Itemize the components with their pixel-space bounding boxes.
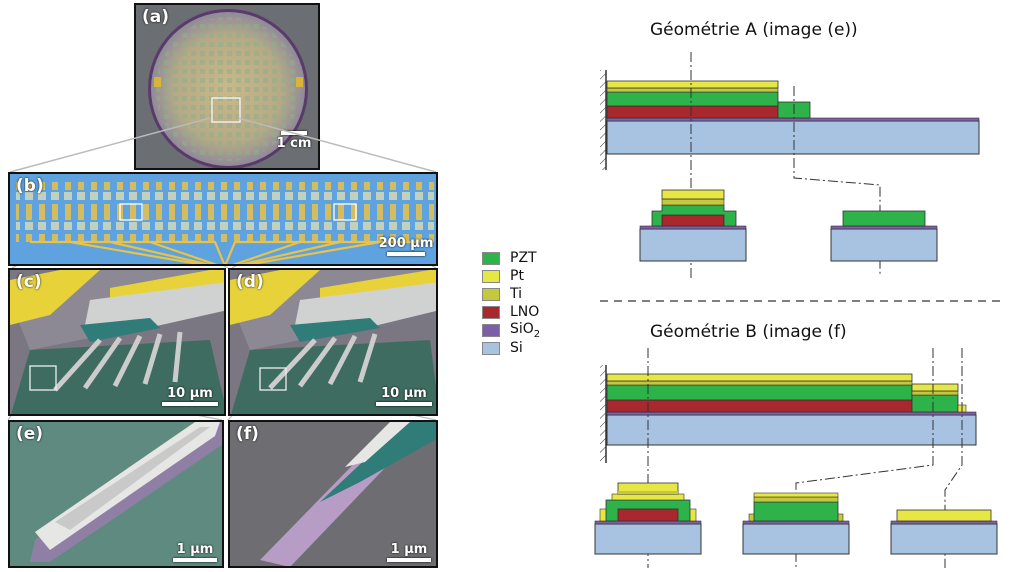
legend-label-lno: LNO	[510, 304, 540, 320]
geometry-b-pt-step	[911, 383, 959, 392]
panel-e-sem: (e) 1 μm	[8, 420, 224, 568]
geometry-b-lno	[606, 399, 913, 413]
legend-label-sio2-base: SiO	[510, 320, 534, 337]
geometry-a-pzt	[606, 91, 779, 107]
panel-b-label: (b)	[16, 176, 44, 196]
legend-item-pt: Pt	[482, 268, 524, 284]
geometry-b-pzt-step	[911, 394, 959, 413]
panel-f-sem: (f) 1 μm	[228, 420, 438, 568]
legend-label-ti: Ti	[510, 286, 523, 302]
legend-item-lno: LNO	[482, 304, 539, 320]
geometry-a-lno	[606, 105, 779, 119]
geometry-a-section-2	[830, 210, 938, 262]
geometry-b-pt	[606, 373, 913, 382]
legend-swatch-pt	[482, 269, 500, 283]
geometry-a-title: Géométrie A (image (e))	[650, 20, 858, 40]
geometry-b-wall	[600, 365, 606, 463]
panel-c-image	[10, 270, 224, 414]
legend-label-pt: Pt	[510, 268, 524, 284]
panel-c-sem: (c) 10 μm	[8, 268, 226, 416]
panel-a-wafer-photo: (a) 1 cm	[134, 3, 320, 170]
geometry-b-ti	[606, 380, 913, 386]
panel-d-sem: (d) 10 μm	[228, 268, 438, 416]
geometry-a-section-1	[639, 189, 747, 262]
geometry-a-si	[606, 120, 980, 155]
legend-item-pzt: PZT	[482, 250, 537, 266]
panel-e-label: (e)	[16, 424, 44, 444]
panel-b-array-photo: (b) 200 μm	[8, 172, 438, 266]
legend-label-pzt: PZT	[510, 250, 537, 266]
geometry-b-section-1	[594, 482, 702, 555]
geometry-b-ti-step	[911, 390, 959, 396]
panel-e-scale-bar: 1 μm	[170, 542, 220, 563]
geometry-b-section-2	[742, 492, 850, 555]
geometry-b-section-3	[890, 509, 998, 555]
panel-b-scale-bar: 200 μm	[378, 236, 434, 257]
geometry-b-side-view	[600, 348, 977, 568]
legend-label-sio2: SiO2	[510, 321, 540, 340]
legend-swatch-pzt	[482, 251, 500, 265]
panel-b-scale-text: 200 μm	[378, 236, 434, 251]
geometry-a-wall	[600, 70, 606, 170]
panel-e-image	[30, 422, 222, 562]
geometry-a-side-view	[600, 52, 980, 280]
geometry-a-sio2	[606, 117, 980, 122]
legend-label-sio2-sub: 2	[533, 328, 541, 340]
panel-d-scale-text: 10 μm	[381, 386, 427, 401]
panel-a-scale-text: 1 cm	[276, 136, 312, 151]
legend-item-sio2: SiO2	[482, 321, 540, 340]
legend-swatch-lno	[482, 305, 500, 319]
geometry-b-si	[606, 414, 977, 446]
geometry-a-pt	[606, 80, 779, 89]
legend-swatch-si	[482, 341, 500, 355]
panel-f-scale-text: 1 μm	[390, 542, 428, 557]
legend-item-ti: Ti	[482, 286, 522, 302]
panel-d-label: (d)	[236, 272, 264, 292]
geometry-b-pzt	[606, 384, 913, 401]
panel-a-label: (a)	[142, 7, 170, 27]
panel-d-scale-bar: 10 μm	[374, 386, 434, 407]
panel-e-scale-text: 1 μm	[176, 542, 214, 557]
geometry-a-ti	[606, 87, 779, 93]
geometry-b-sio2	[606, 411, 977, 416]
legend-swatch-sio2	[482, 323, 500, 337]
panel-c-label: (c)	[16, 272, 42, 292]
legend-item-si: Si	[482, 340, 523, 356]
panel-c-scale-text: 10 μm	[167, 386, 213, 401]
panel-f-image	[260, 422, 436, 566]
array-image	[16, 182, 434, 264]
panel-f-scale-bar: 1 μm	[384, 542, 434, 563]
legend-label-si: Si	[510, 340, 523, 356]
panel-d-image	[230, 270, 436, 414]
geometry-b-title: Géométrie B (image (f)	[650, 322, 847, 342]
legend-swatch-ti	[482, 287, 500, 301]
panel-f-label: (f)	[236, 424, 259, 444]
panel-c-scale-bar: 10 μm	[160, 386, 220, 407]
